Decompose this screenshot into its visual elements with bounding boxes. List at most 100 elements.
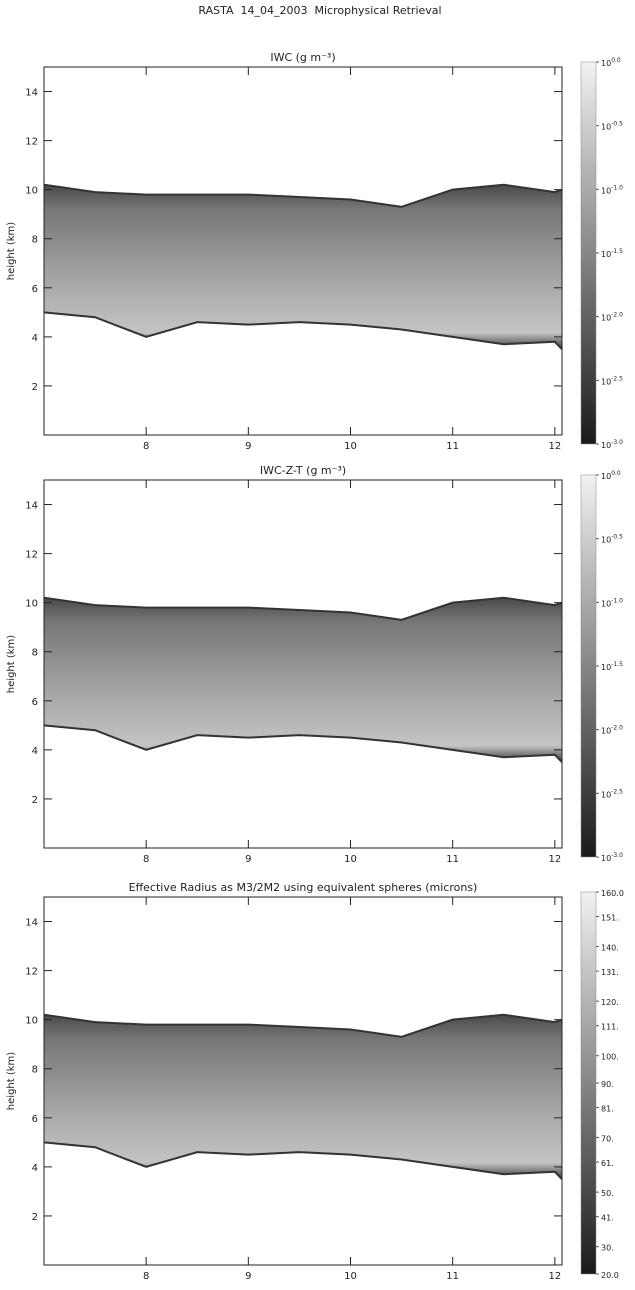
- colorbar-tick-base: 10: [601, 663, 611, 672]
- colorbar-tick-base: 10: [601, 854, 611, 863]
- colorbar-tick-label: 10-1.0: [601, 184, 623, 195]
- colorbar-tick-base: 10: [601, 536, 611, 545]
- y-tick-label: 4: [32, 333, 38, 344]
- colorbar-tick-label: 120.: [601, 998, 619, 1007]
- colorbar-tick-label: 100.0: [601, 57, 621, 68]
- y-tick-label: 10: [25, 599, 38, 610]
- y-tick-label: 12: [25, 137, 38, 148]
- colorbar-tick-base: 160.0: [601, 889, 624, 898]
- x-tick-label: 12: [548, 854, 561, 865]
- y-axis-label: height (km): [6, 222, 17, 280]
- y-tick-label: 10: [25, 186, 38, 197]
- colorbar-tick-base: 50.: [601, 1189, 614, 1198]
- colorbar-tick-exponent: -2.0: [611, 725, 623, 732]
- x-tick-label: 12: [548, 1271, 561, 1282]
- colorbar-tick-label: 10-1.0: [601, 597, 623, 608]
- figure-title: RASTA 14_04_2003 Microphysical Retrieval: [198, 4, 441, 17]
- cloud-base: [43, 724, 563, 763]
- colorbar-tick-exponent: 0.0: [611, 470, 621, 477]
- cloud-field: [44, 184, 562, 350]
- colorbar-tick-label: 10-3.0: [601, 852, 623, 863]
- plot-frame: [43, 66, 563, 436]
- x-tick-label: 8: [143, 441, 149, 452]
- y-axis-label: height (km): [6, 1052, 17, 1110]
- y-tick-label: 12: [25, 550, 38, 561]
- colorbar-tick-label: 10-2.5: [601, 788, 623, 799]
- x-tick-label: 9: [245, 441, 251, 452]
- colorbar-tick-base: 10: [601, 472, 611, 481]
- colorbar-tick-exponent: -1.0: [611, 184, 623, 191]
- colorbar-tick-label: 50.: [601, 1189, 614, 1198]
- x-tick-label: 10: [344, 854, 357, 865]
- colorbar-tick-base: 41.: [601, 1214, 614, 1223]
- colorbar-tick-label: 70.: [601, 1135, 614, 1144]
- colorbar-tick-label: 160.0: [601, 889, 624, 898]
- panel-title: IWC (g m⁻³): [270, 51, 335, 64]
- y-tick-label: 14: [25, 501, 38, 512]
- x-tick-label: 12: [548, 441, 561, 452]
- y-tick-label: 8: [32, 1065, 38, 1076]
- colorbar: [580, 891, 597, 1275]
- colorbar: [580, 61, 597, 445]
- cloud-top: [43, 1013, 563, 1038]
- colorbar-tick-exponent: -1.5: [611, 248, 623, 255]
- colorbar-tick-base: 10: [601, 314, 611, 323]
- colorbar-tick-base: 61.: [601, 1159, 614, 1168]
- cloud-field: [44, 1014, 562, 1180]
- colorbar-tick-exponent: -0.5: [611, 534, 623, 541]
- y-tick-label: 6: [32, 1114, 38, 1125]
- cloud-base: [43, 1141, 563, 1180]
- x-tick-label: 8: [143, 854, 149, 865]
- colorbar-tick-label: 10-0.5: [601, 534, 623, 545]
- colorbar-tick-label: 10-2.0: [601, 312, 623, 323]
- colorbar-tick-exponent: -2.0: [611, 312, 623, 319]
- colorbar-tick-exponent: -3.0: [611, 852, 623, 859]
- colorbar: [580, 474, 597, 858]
- colorbar-tick-label: 61.: [601, 1159, 614, 1168]
- colorbar-tick-base: 70.: [601, 1135, 614, 1144]
- y-tick-label: 6: [32, 284, 38, 295]
- colorbar-tick-base: 10: [601, 123, 611, 132]
- colorbar-tick-exponent: 0.0: [611, 57, 621, 64]
- y-tick-label: 14: [25, 88, 38, 99]
- panel-title: IWC-Z-T (g m⁻³): [260, 464, 346, 477]
- colorbar-tick-label: 140.: [601, 944, 619, 953]
- x-tick-label: 9: [245, 1271, 251, 1282]
- colorbar-tick-base: 131.: [601, 968, 619, 977]
- y-tick-label: 4: [32, 746, 38, 757]
- y-tick-label: 2: [32, 795, 38, 806]
- colorbar-tick-base: 81.: [601, 1105, 614, 1114]
- colorbar-tick-exponent: -0.5: [611, 121, 623, 128]
- y-tick-label: 8: [32, 235, 38, 246]
- y-tick-label: 6: [32, 697, 38, 708]
- x-tick-label: 11: [446, 1271, 459, 1282]
- colorbar-tick-label: 30.: [601, 1244, 614, 1253]
- y-tick-label: 10: [25, 1016, 38, 1027]
- colorbar-tick-base: 120.: [601, 998, 619, 1007]
- colorbar-tick-exponent: -1.0: [611, 597, 623, 604]
- cloud-top: [43, 596, 563, 621]
- colorbar-tick-exponent: -3.0: [611, 439, 623, 446]
- colorbar-tick-label: 151.: [601, 914, 619, 923]
- colorbar-tick-label: 111.: [601, 1023, 619, 1032]
- x-tick-label: 9: [245, 854, 251, 865]
- colorbar-tick-base: 10: [601, 59, 611, 68]
- y-tick-label: 12: [25, 967, 38, 978]
- x-tick-label: 8: [143, 1271, 149, 1282]
- plot-frame: [43, 896, 563, 1266]
- colorbar-tick-exponent: -2.5: [611, 788, 623, 795]
- colorbar-tick-label: 10-0.5: [601, 121, 623, 132]
- x-tick-label: 10: [344, 1271, 357, 1282]
- colorbar-tick-exponent: -2.5: [611, 375, 623, 382]
- colorbar-tick-label: 10-2.5: [601, 375, 623, 386]
- colorbar-tick-base: 20.0: [601, 1271, 619, 1280]
- cloud-base: [43, 311, 563, 350]
- colorbar-tick-base: 90.: [601, 1080, 614, 1089]
- colorbar-tick-base: 111.: [601, 1023, 619, 1032]
- y-tick-label: 14: [25, 918, 38, 929]
- colorbar-tick-base: 10: [601, 599, 611, 608]
- plot-frame: [43, 479, 563, 849]
- colorbar-tick-base: 30.: [601, 1244, 614, 1253]
- colorbar-tick-base: 151.: [601, 914, 619, 923]
